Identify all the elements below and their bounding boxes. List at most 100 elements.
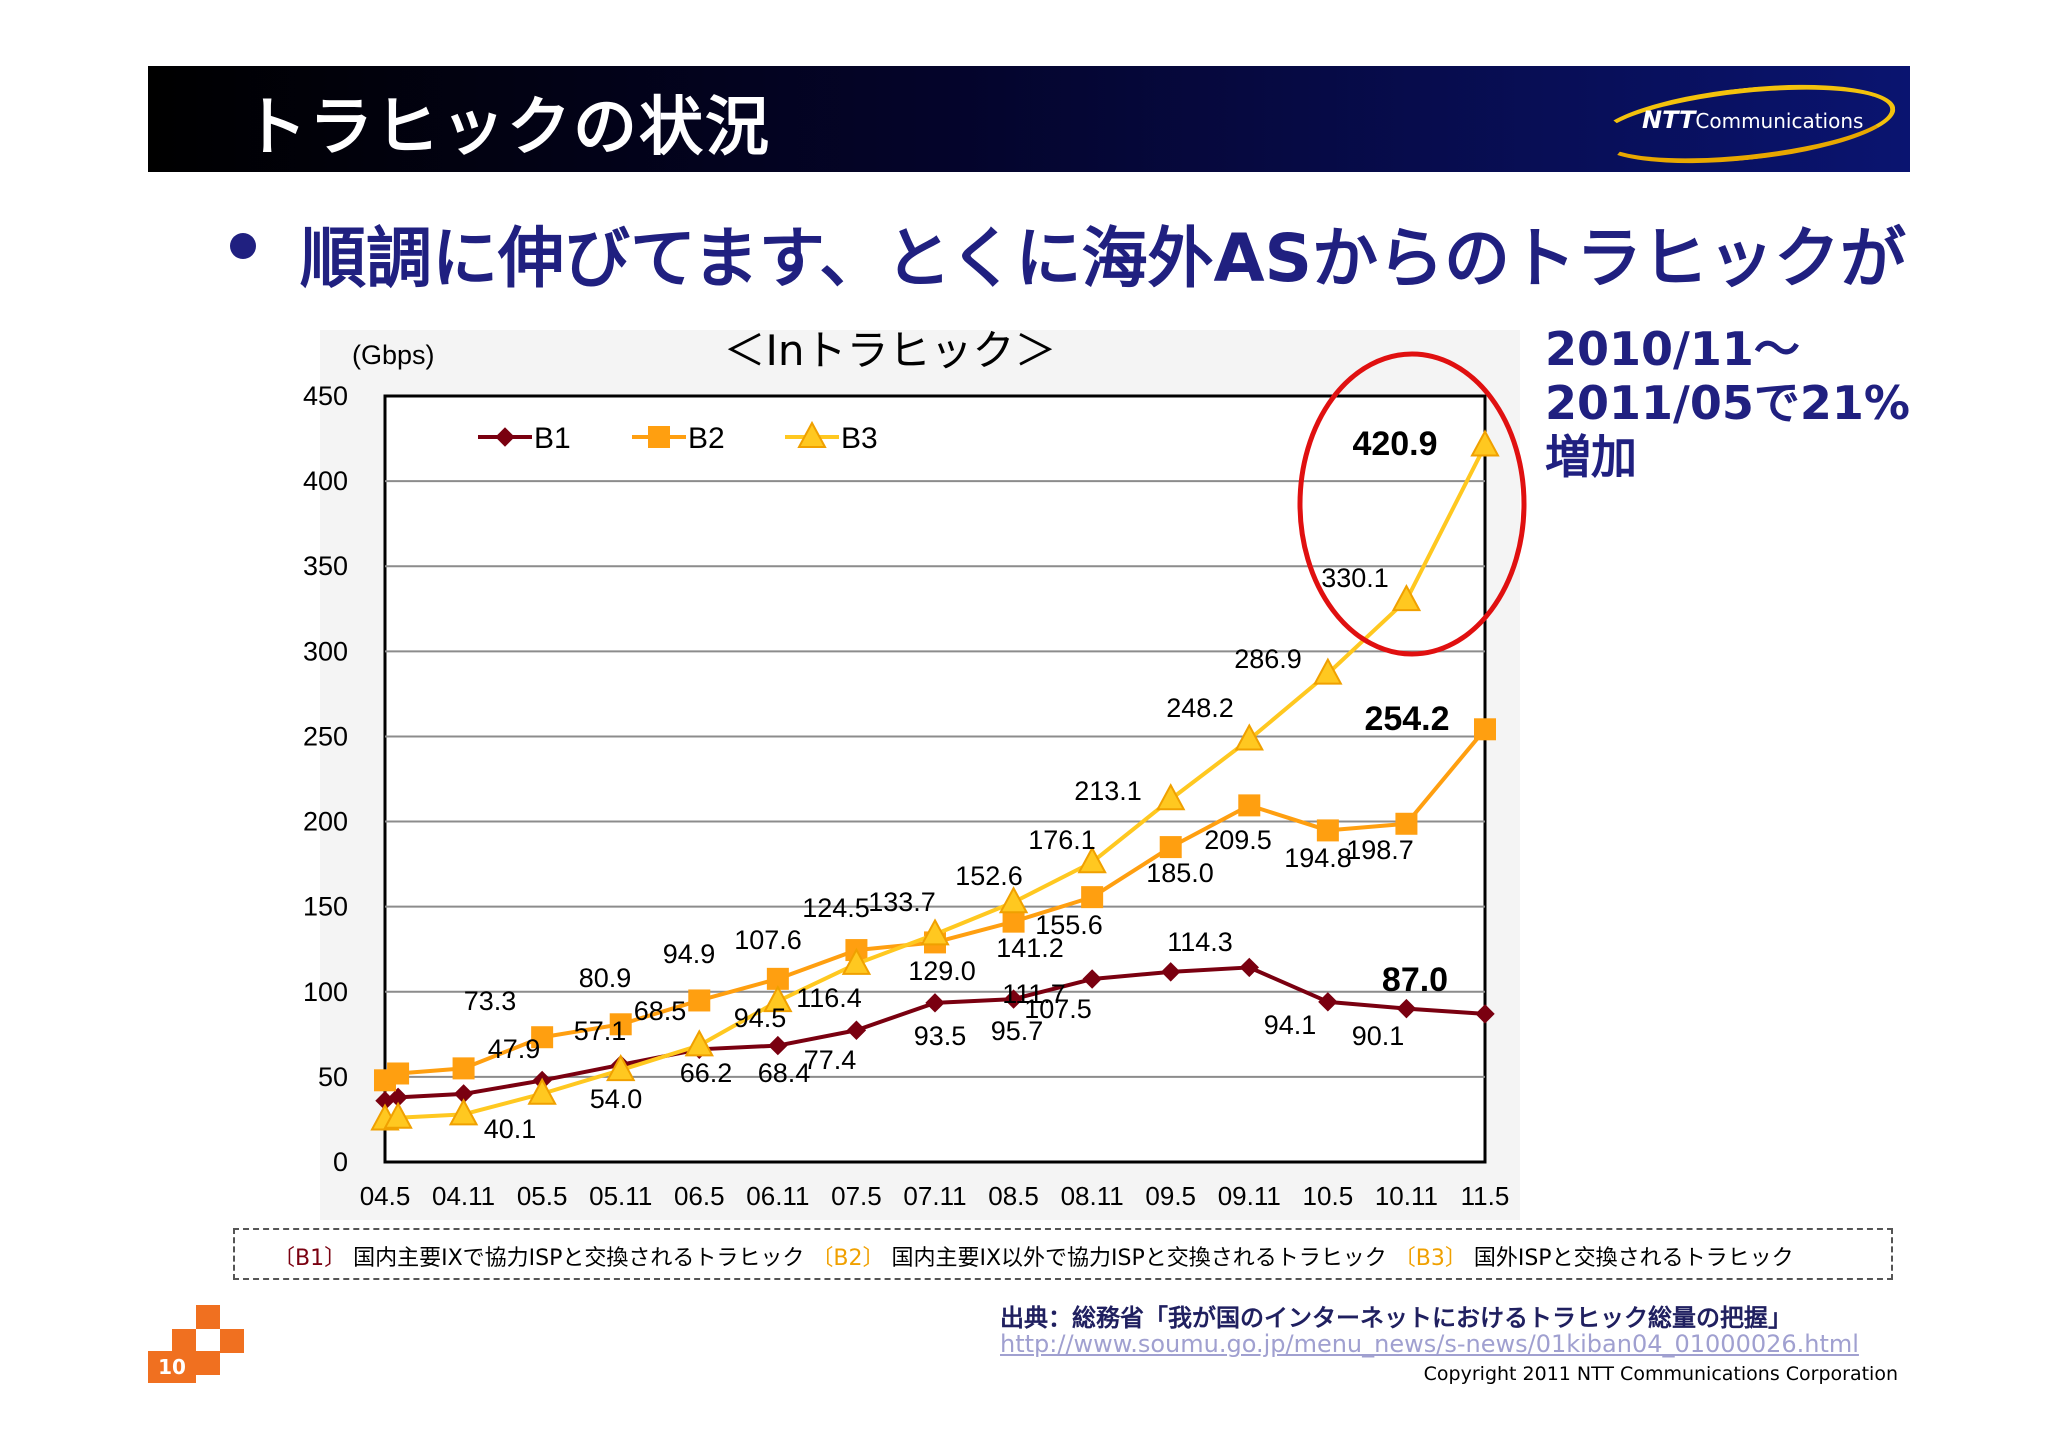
x-tick-label: 10.11 (1375, 1181, 1438, 1211)
ntt-communications-logo: NTTCommunications (1593, 72, 1899, 176)
data-label: 87.0 (1382, 961, 1448, 999)
point-b3 (920, 918, 950, 946)
x-tick-label: 11.5 (1461, 1181, 1510, 1211)
b2-tag: 〔B2〕 (811, 1246, 885, 1271)
point-b1 (1082, 969, 1102, 989)
data-label: 107.6 (734, 925, 802, 955)
headline-text: 順調に伸びてます、とくに海外ASからのトラヒックが (300, 220, 1907, 297)
data-label: 94.9 (663, 939, 716, 969)
series-line-b1 (384, 965, 1486, 1103)
checker-logo-icon (148, 1305, 244, 1383)
data-label: 57.1 (574, 1016, 627, 1046)
point-b3 (383, 1101, 413, 1129)
x-tick-label: 04.11 (432, 1181, 495, 1211)
point-b3 (448, 1098, 479, 1126)
data-label: 155.6 (1035, 910, 1103, 940)
source-citation: 出典：総務省「我が国のインターネットにおけるトラヒック総量の把握」 (1000, 1304, 1792, 1332)
bullet-dot-icon (230, 233, 256, 259)
data-label: 95.7 (991, 1016, 1044, 1046)
b3-tag: 〔B3〕 (1393, 1246, 1467, 1271)
data-label: 124.5 (802, 893, 870, 923)
legend-label-b1: B1 (534, 422, 571, 455)
point-b2 (1316, 819, 1339, 842)
data-label: 93.5 (914, 1021, 967, 1051)
x-tick-label: 09.11 (1218, 1181, 1281, 1211)
data-label: 68.5 (634, 996, 687, 1026)
point-b2 (1002, 910, 1025, 933)
point-b3 (684, 1029, 714, 1057)
b2-definition: 国内主要IX以外で協力ISPと交換されるトラヒック (891, 1246, 1387, 1271)
source-link[interactable]: http://www.soumu.go.jp/menu_news/s-news/… (1000, 1330, 1859, 1358)
series-line-b3 (384, 444, 1487, 1122)
legend-marker-b1 (495, 427, 515, 447)
data-label: 77.4 (804, 1045, 857, 1075)
point-b2 (1238, 794, 1261, 817)
data-label: 68.4 (758, 1058, 811, 1088)
data-label: 254.2 (1364, 700, 1449, 738)
point-b2 (1159, 836, 1182, 859)
point-b1 (925, 993, 945, 1013)
point-b1 (1475, 1004, 1495, 1024)
data-label: 111.7 (1002, 979, 1066, 1009)
point-b2 (766, 967, 789, 990)
point-b3 (1077, 846, 1107, 874)
data-label: 213.1 (1074, 776, 1142, 806)
b3-definition: 国外ISPと交換されるトラヒック (1473, 1246, 1794, 1271)
logo-text: NTTCommunications (1642, 106, 1864, 134)
point-b3 (1234, 723, 1264, 751)
point-b1 (768, 1035, 788, 1056)
point-b1 (846, 1020, 867, 1040)
b1-definition: 国内主要IXで協力ISPと交換されるトラヒック (353, 1246, 805, 1271)
data-label: 80.9 (579, 963, 632, 993)
data-label: 141.2 (996, 933, 1064, 963)
copyright: Copyright 2011 NTT Communications Corpor… (1423, 1363, 1898, 1385)
y-tick-label: 50 (318, 1062, 348, 1092)
growth-annotation: 2010/11～ 2011/05で21% 増加 (1545, 322, 1910, 484)
x-tick-label: 06.11 (746, 1181, 809, 1211)
y-tick-label: 300 (303, 636, 348, 666)
data-label: 209.5 (1204, 825, 1272, 855)
point-b3 (1470, 429, 1500, 457)
data-label: 330.1 (1321, 563, 1389, 593)
highlight-circle (1297, 351, 1527, 657)
legend-marker-b3 (797, 420, 827, 448)
point-b2 (1474, 718, 1496, 741)
slide-header: トラヒックの状況 NTTCommunications (148, 66, 1910, 176)
series-line-b2 (384, 728, 1487, 1083)
chart-title: ＜Inトラヒック＞ (723, 326, 1056, 375)
series-definition-box: 〔B1〕 国内主要IXで協力ISPと交換されるトラヒック 〔B2〕 国内主要IX… (233, 1228, 1893, 1280)
point-b3 (1156, 783, 1186, 811)
data-label: 94.1 (1264, 1010, 1317, 1040)
data-label: 133.7 (868, 887, 936, 917)
legend-label-b3: B3 (841, 422, 878, 455)
point-b3 (527, 1077, 557, 1105)
x-tick-label: 05.11 (589, 1181, 652, 1211)
legend-marker-b2 (648, 426, 670, 448)
data-label: 152.6 (955, 861, 1023, 891)
x-tick-label: 10.5 (1303, 1181, 1354, 1211)
data-label: 198.7 (1346, 835, 1414, 865)
data-label: 420.9 (1352, 425, 1437, 463)
point-b3 (1391, 583, 1422, 612)
slide-title: トラヒックの状況 (243, 91, 771, 165)
point-b1 (1396, 998, 1417, 1019)
point-b2 (1081, 886, 1104, 909)
point-b3 (1313, 657, 1343, 685)
data-label: 90.1 (1352, 1021, 1405, 1051)
x-tick-label: 09.5 (1145, 1181, 1196, 1211)
x-tick-label: 07.5 (831, 1181, 882, 1211)
point-b1 (1239, 957, 1259, 978)
x-tick-label: 04.5 (360, 1181, 411, 1211)
data-label: 114.3 (1167, 927, 1233, 957)
page-number: 10 (148, 1351, 196, 1383)
y-axis-label: (Gbps) (352, 340, 435, 370)
data-label: 40.1 (484, 1114, 537, 1144)
data-label: 94.5 (734, 1003, 787, 1033)
point-b1 (1161, 962, 1181, 982)
data-label: 54.0 (590, 1084, 643, 1114)
point-b1 (1003, 989, 1024, 1009)
data-label: 194.8 (1284, 843, 1352, 873)
point-b3 (763, 985, 793, 1013)
point-b2 (609, 1013, 632, 1036)
